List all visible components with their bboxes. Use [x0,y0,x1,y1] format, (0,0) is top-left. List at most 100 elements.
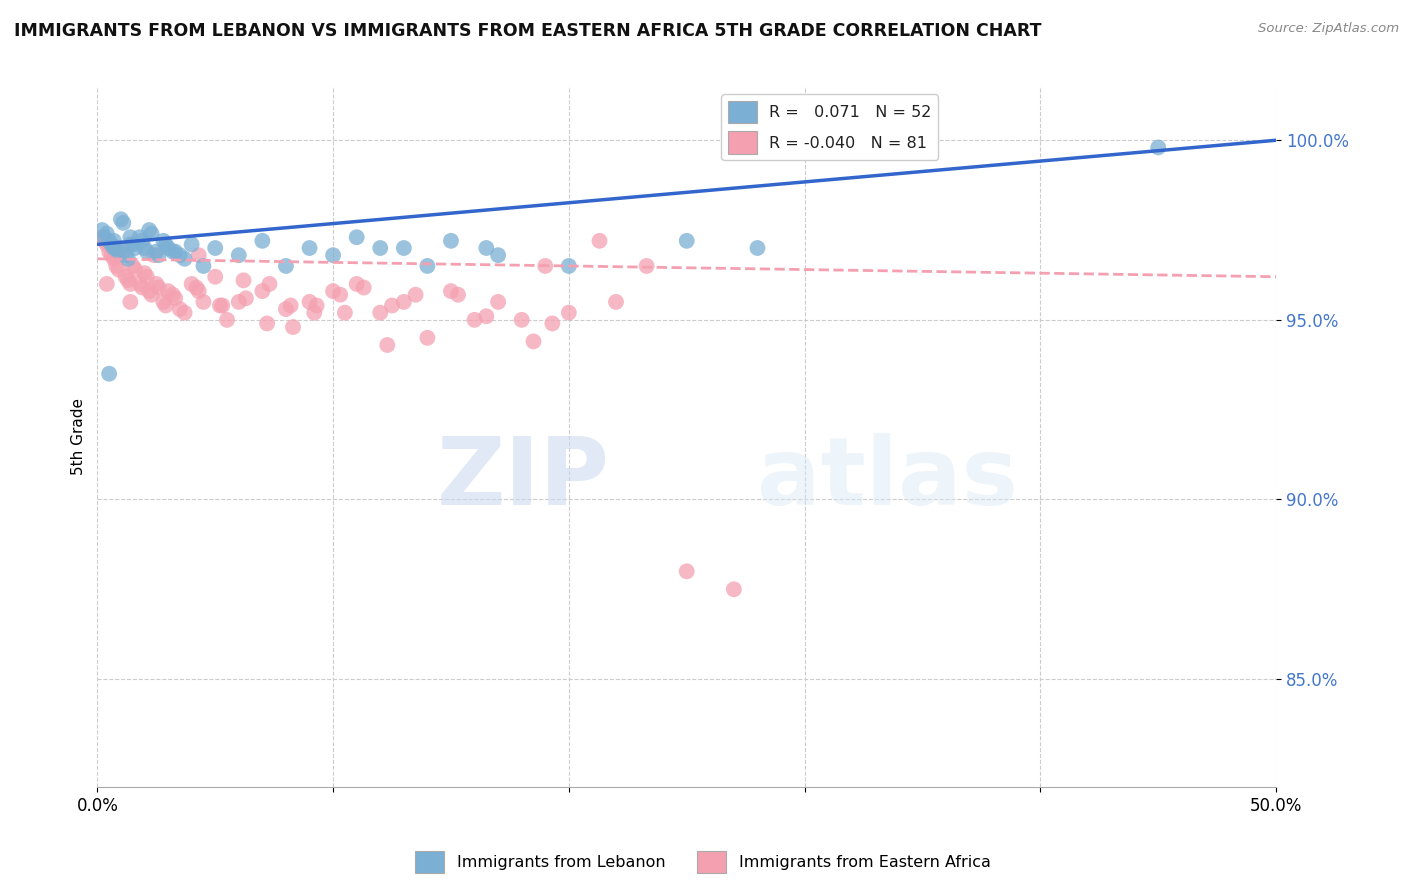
Point [392,294,415,309]
Point [353,280,375,294]
Point [193,259,215,273]
Point [368,241,391,255]
Y-axis label: 5th Grade: 5th Grade [72,398,86,475]
Point [135,244,157,259]
Point [131,280,153,294]
Point [204,241,226,255]
Point [128,230,150,244]
Point [120,230,142,244]
Point [103,234,125,248]
Point [675,564,697,578]
Point [274,259,297,273]
Point [329,287,352,301]
Point [134,266,156,280]
Point [148,248,170,262]
Point [169,301,191,316]
Point [93,230,115,244]
Point [152,234,174,248]
Point [211,298,233,312]
Point [145,244,167,259]
Point [138,284,160,298]
Point [124,262,146,277]
Point [588,234,610,248]
Point [333,306,356,320]
Point [105,248,128,262]
Point [416,331,439,345]
Point [120,237,142,252]
Point [148,280,170,294]
Point [157,284,180,298]
Point [298,294,321,309]
Legend: R =   0.071   N = 52, R = -0.040   N = 81: R = 0.071 N = 52, R = -0.040 N = 81 [721,95,938,161]
Point [252,234,274,248]
Point [157,241,180,255]
Point [121,237,143,252]
Point [440,234,463,248]
Point [117,252,139,266]
Point [636,259,658,273]
Point [447,287,470,301]
Point [305,298,328,312]
Point [381,298,404,312]
Point [107,262,129,277]
Point [281,320,304,334]
Point [204,269,226,284]
Point [91,223,114,237]
Point [162,287,184,301]
Point [747,241,769,255]
Point [723,582,745,597]
Point [186,280,208,294]
Point [165,291,187,305]
Text: ZIP: ZIP [437,433,610,524]
Point [145,277,167,291]
Point [96,277,118,291]
Point [180,277,202,291]
Point [302,306,325,320]
Point [155,237,177,252]
Point [232,273,254,287]
Point [110,241,132,255]
Point [274,301,297,316]
Point [256,317,278,331]
Point [675,234,697,248]
Point [114,248,136,262]
Point [486,294,509,309]
Point [128,277,150,291]
Point [510,313,533,327]
Point [416,259,439,273]
Point [152,294,174,309]
Point [155,298,177,312]
Point [322,284,344,298]
Point [259,277,281,291]
Point [120,277,142,291]
Point [105,241,128,255]
Point [121,259,143,273]
Point [98,367,121,381]
Point [235,291,257,305]
Legend: Immigrants from Lebanon, Immigrants from Eastern Africa: Immigrants from Lebanon, Immigrants from… [409,844,997,880]
Point [114,269,136,284]
Point [187,248,209,262]
Point [173,306,195,320]
Point [215,313,238,327]
Point [541,317,564,331]
Point [187,284,209,298]
Point [112,216,135,230]
Point [142,248,165,262]
Point [107,244,129,259]
Point [120,294,142,309]
Point [228,248,250,262]
Point [440,284,463,298]
Point [93,234,115,248]
Point [375,338,398,352]
Point [558,306,581,320]
Point [298,241,321,255]
Point [162,244,184,259]
Point [193,294,215,309]
Point [91,230,114,244]
Point [475,241,498,255]
Point [100,237,122,252]
Point [100,248,122,262]
Point [105,259,128,273]
Point [322,248,344,262]
